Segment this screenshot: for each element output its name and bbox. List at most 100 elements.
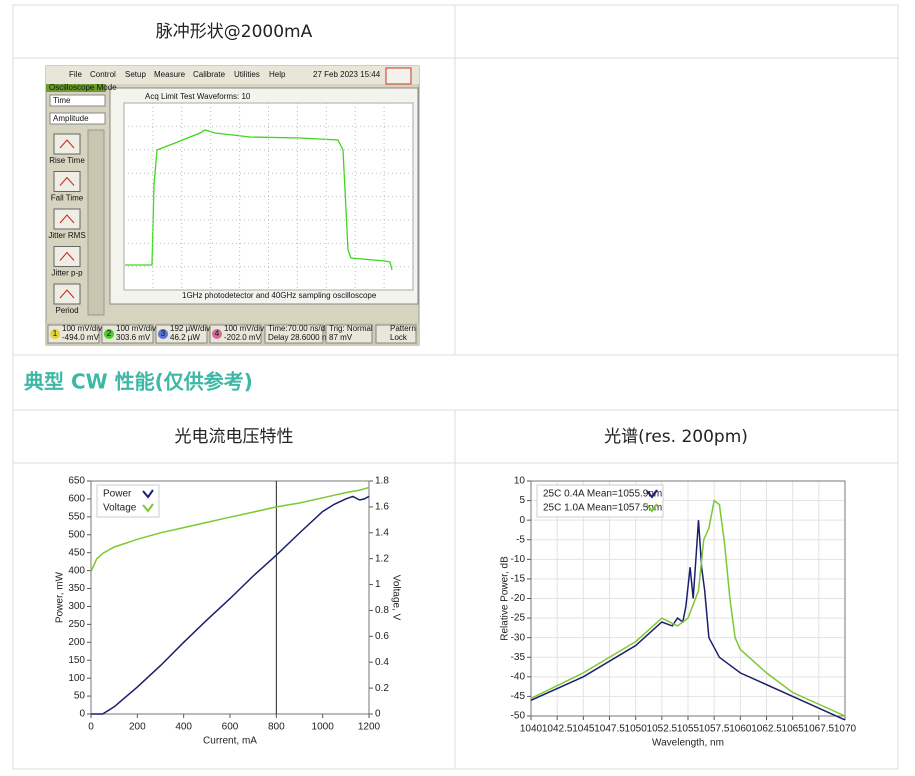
y-tick-label: -20 bbox=[511, 593, 526, 604]
channel-number: 2 bbox=[107, 329, 112, 338]
measure-button bbox=[53, 133, 81, 155]
y-tick-label: 200 bbox=[68, 637, 85, 648]
y2-tick-label: 1.4 bbox=[375, 527, 389, 538]
channel-scale: 192 µW/div bbox=[170, 324, 210, 333]
y-tick-label: -10 bbox=[511, 554, 526, 565]
x-tick-label: 400 bbox=[175, 722, 192, 733]
y2-tick-label: 1.6 bbox=[375, 502, 389, 513]
channel-offset: 303.6 mV bbox=[116, 333, 151, 342]
legend-swatch bbox=[646, 503, 658, 513]
button-icon bbox=[59, 214, 75, 224]
plot-frame bbox=[90, 480, 370, 715]
status-text: Pattern bbox=[390, 324, 416, 333]
legend-label: 25C 0.4A Mean=1055.9nm bbox=[543, 489, 662, 500]
status-box bbox=[325, 324, 373, 344]
channel-box bbox=[101, 324, 154, 344]
y-tick-label: -25 bbox=[511, 613, 526, 624]
channel-badge bbox=[50, 329, 60, 339]
channel-box bbox=[155, 324, 208, 344]
y-axis-label: Relative Power, dB bbox=[500, 556, 511, 641]
y-tick-label: 150 bbox=[68, 655, 85, 666]
x-tick-label: 1000 bbox=[312, 722, 335, 733]
menu-item: Setup bbox=[125, 70, 146, 79]
date: 27 Feb 2023 15:44 bbox=[313, 70, 381, 79]
section-title: 典型 CW 性能(仅供参考) bbox=[24, 370, 253, 394]
cell-title: 光谱(res. 200pm) bbox=[604, 427, 748, 447]
cell-title: 光电流电压特性 bbox=[175, 427, 294, 447]
y-tick-label: 250 bbox=[68, 619, 85, 630]
channel-box bbox=[47, 324, 100, 344]
y2-axis-label: Voltage, V bbox=[390, 575, 401, 621]
status-text: Lock bbox=[390, 333, 408, 342]
y-tick-label: -15 bbox=[511, 574, 526, 585]
x-tick-label: 1055 bbox=[677, 724, 700, 735]
y-tick-label: 400 bbox=[68, 565, 85, 576]
measure-button bbox=[53, 208, 81, 230]
button-label: Rise Time bbox=[49, 156, 85, 165]
y-tick-label: 500 bbox=[68, 529, 85, 540]
x-tick-label: 1045 bbox=[572, 724, 595, 735]
legend-box bbox=[536, 484, 664, 518]
dropdown bbox=[49, 112, 106, 125]
channel-scale: 100 mV/div bbox=[62, 324, 102, 333]
cell bbox=[454, 462, 899, 770]
y2-tick-label: 1.8 bbox=[375, 476, 389, 487]
y-tick-label: -5 bbox=[516, 534, 525, 545]
scope-icon bbox=[385, 67, 412, 85]
x-tick-label: 1200 bbox=[358, 722, 381, 733]
y2-tick-label: 1.2 bbox=[375, 553, 389, 564]
y-tick-label: 650 bbox=[68, 476, 85, 487]
x-tick-label: 1050 bbox=[625, 724, 648, 735]
series-line bbox=[91, 495, 370, 715]
legend-swatch bbox=[142, 503, 154, 513]
y2-tick-label: 0.2 bbox=[375, 683, 389, 694]
channel-offset: 46.2 µW bbox=[170, 333, 200, 342]
oscilloscope-screenshot: File Control Setup Measure Calibrate Utilitie… bbox=[45, 65, 420, 346]
button-icon bbox=[59, 176, 75, 186]
menu-bar bbox=[46, 66, 419, 84]
mode-label: Oscilloscope Mode bbox=[49, 83, 117, 92]
y-tick-label: 0 bbox=[79, 709, 85, 720]
scrollbar bbox=[87, 129, 105, 316]
y2-tick-label: 0 bbox=[375, 709, 381, 720]
series-line bbox=[530, 499, 846, 717]
legend-label: Voltage bbox=[103, 503, 137, 514]
y2-tick-label: 0.6 bbox=[375, 631, 389, 642]
channel-offset: -202.0 mV bbox=[224, 333, 262, 342]
dropdown-label: Time bbox=[53, 96, 71, 105]
menu-item: Help bbox=[269, 70, 286, 79]
y-tick-label: -40 bbox=[511, 671, 526, 682]
x-tick-label: 1052.5 bbox=[647, 724, 678, 735]
measure-button bbox=[53, 283, 81, 305]
waveform bbox=[125, 129, 393, 271]
menu-item: File bbox=[69, 70, 82, 79]
x-tick-label: 200 bbox=[129, 722, 146, 733]
x-axis-label: Current, mA bbox=[203, 736, 257, 747]
y-tick-label: 600 bbox=[68, 494, 85, 505]
waveform-header: Acq Limit Test Waveforms: 10 bbox=[145, 92, 251, 101]
status-text: 87 mV bbox=[329, 333, 353, 342]
cell bbox=[454, 4, 899, 59]
status-text: Trig: Normal bbox=[329, 324, 373, 333]
channel-offset: -494.0 mV bbox=[62, 333, 100, 342]
y-tick-label: -45 bbox=[511, 691, 526, 702]
y-axis-label: Power, mW bbox=[55, 571, 66, 623]
y-tick-label: 350 bbox=[68, 583, 85, 594]
y-tick-label: 450 bbox=[68, 547, 85, 558]
x-tick-label: 600 bbox=[222, 722, 239, 733]
measure-button bbox=[53, 246, 81, 267]
x-tick-label: 1042.5 bbox=[542, 724, 573, 735]
channel-box bbox=[209, 324, 262, 344]
button-icon bbox=[59, 251, 75, 261]
y-tick-label: -50 bbox=[511, 711, 526, 722]
button-icon bbox=[59, 289, 75, 299]
menu-item: Measure bbox=[154, 70, 186, 79]
caption: 1GHz photodetector and 40GHz sampling os… bbox=[182, 291, 377, 300]
dropdown-label: Amplitude bbox=[53, 114, 89, 123]
legend-label: Power bbox=[103, 489, 132, 500]
x-tick-label: 1047.5 bbox=[594, 724, 625, 735]
x-tick-label: 1060 bbox=[729, 724, 752, 735]
button-label: Jitter p-p bbox=[51, 269, 83, 278]
mode-bar bbox=[46, 84, 106, 92]
